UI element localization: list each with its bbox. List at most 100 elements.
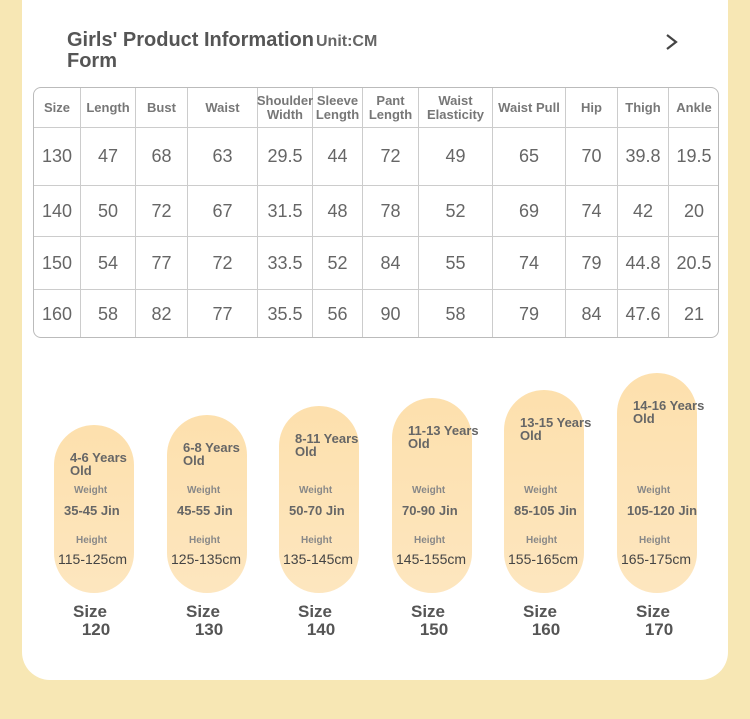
weight: 70-90 Jin (402, 503, 458, 518)
table-cell: 21 (669, 290, 718, 337)
height: 115-125cm (58, 551, 128, 567)
size-value: 130 (194, 620, 224, 639)
table-cell: 19.5 (669, 128, 718, 186)
table-cell: 52 (419, 186, 493, 237)
age: 14-16 Years Old (633, 398, 705, 426)
size-pill (54, 425, 134, 593)
table-cell: 20.5 (669, 237, 718, 290)
table-cell: 78 (363, 186, 419, 237)
table-cell: 67 (188, 186, 258, 237)
table-cell: 31.5 (258, 186, 313, 237)
table-cell: 54 (81, 237, 136, 290)
table-cell: 140 (34, 186, 81, 237)
weight-label: Weight (637, 485, 671, 496)
header-cell: Thigh (618, 88, 669, 128)
table-cell: 47 (81, 128, 136, 186)
chevron[interactable] (664, 32, 680, 52)
weight-label: Weight (412, 485, 446, 496)
table-cell: 48 (313, 186, 363, 237)
size-table: Size Length Bust Waist Shoulder Width Sleeve … (33, 87, 719, 338)
header-cell: Hip (566, 88, 618, 128)
size-value: 150 (419, 620, 449, 639)
table-cell: 84 (566, 290, 618, 337)
table-cell: 56 (313, 290, 363, 337)
weight: 50-70 Jin (289, 503, 345, 518)
size-value: 140 (306, 620, 336, 639)
weight: 35-45 Jin (64, 503, 120, 518)
size-value: 160 (531, 620, 561, 639)
table-cell: 74 (493, 237, 566, 290)
age: 8-11 Years Old (295, 431, 359, 459)
table-cell: 69 (493, 186, 566, 237)
size-value: 170 (644, 620, 674, 639)
header-cell: Bust (136, 88, 188, 128)
table-cell: 47.6 (618, 290, 669, 337)
header-cell: Waist Pull (493, 88, 566, 128)
table-cell: 77 (188, 290, 258, 337)
header-cell: Length (81, 88, 136, 128)
table-cell: 84 (363, 237, 419, 290)
size-label: Size (410, 602, 446, 621)
table-cell: 58 (419, 290, 493, 337)
size-label: Size (185, 602, 221, 621)
size-pill (392, 398, 472, 593)
table-cell: 44 (313, 128, 363, 186)
size-label: Size (635, 602, 671, 621)
table-cell: 49 (419, 128, 493, 186)
table-cell: 33.5 (258, 237, 313, 290)
table-cell: 72 (136, 186, 188, 237)
table-cell: 58 (81, 290, 136, 337)
table-cell: 90 (363, 290, 419, 337)
unit: Unit:CM (316, 33, 378, 50)
table-cell: 44.8 (618, 237, 669, 290)
table-cell: 65 (493, 128, 566, 186)
height-label: Height (414, 535, 446, 546)
weight-label: Weight (187, 485, 221, 496)
size-pill (504, 390, 584, 593)
weight-label: Weight (524, 485, 558, 496)
header-cell: Shoulder Width (257, 88, 313, 128)
weight: 105-120 Jin (627, 503, 698, 518)
table-cell: 82 (136, 290, 188, 337)
table-cell: 20 (669, 186, 718, 237)
panel (22, 0, 728, 680)
age: 11-13 Years Old (408, 423, 479, 451)
table-cell: 35.5 (258, 290, 313, 337)
height-label: Height (189, 535, 221, 546)
header-cell: Pant Length (363, 88, 419, 128)
table-cell: 39.8 (618, 128, 669, 186)
size-label: Size (72, 602, 108, 621)
table-cell: 68 (136, 128, 188, 186)
height-label: Height (526, 535, 558, 546)
header-cell: Ankle (669, 88, 718, 128)
height: 165-175cm (621, 551, 692, 567)
header-cell: Waist Elasticity (419, 88, 493, 128)
age: 13-15 Years Old (520, 415, 592, 443)
table-cell: 79 (566, 237, 618, 290)
size-label: Size (297, 602, 333, 621)
table-cell: 42 (618, 186, 669, 237)
weight: 45-55 Jin (177, 503, 233, 518)
size-pill (617, 373, 697, 593)
size-value: 120 (81, 620, 111, 639)
table-cell: 70 (566, 128, 618, 186)
table-cell: 74 (566, 186, 618, 237)
title: Girls' Product Information Form (67, 29, 314, 72)
header-cell: Sleeve Length (313, 88, 363, 128)
table-cell: 79 (493, 290, 566, 337)
height-label: Height (76, 535, 108, 546)
weight-label: Weight (74, 485, 108, 496)
table-cell: 130 (34, 128, 81, 186)
height-label: Height (639, 535, 671, 546)
table-cell: 150 (34, 237, 81, 290)
height: 135-145cm (283, 551, 354, 567)
age: 6-8 Years Old (183, 440, 240, 468)
header-cell: Size (34, 88, 81, 128)
table-cell: 77 (136, 237, 188, 290)
size-pill (167, 415, 247, 593)
height-label: Height (301, 535, 333, 546)
header-cell: Waist (188, 88, 258, 128)
table-cell: 160 (34, 290, 81, 337)
table-cell: 52 (313, 237, 363, 290)
